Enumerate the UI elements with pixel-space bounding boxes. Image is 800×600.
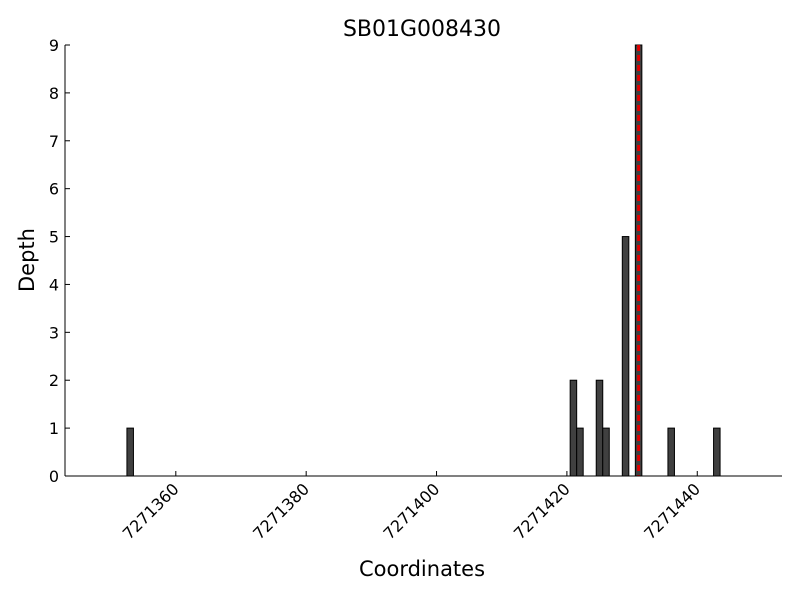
bar [667,427,675,477]
y-tick-label: 5 [49,228,59,247]
x-axis-label: Coordinates [359,557,485,581]
y-tick-label: 2 [49,371,59,390]
y-tick-label: 1 [49,419,59,438]
bar [595,379,604,477]
y-tick-label: 4 [49,275,59,294]
bar [621,236,630,477]
x-tick-label: 7271400 [380,479,444,543]
bar [576,427,584,477]
y-tick-label: 7 [49,132,59,151]
x-tick-label: 7271380 [249,479,313,543]
x-tick-label: 7271360 [119,479,183,543]
x-tick-label: 7271420 [510,479,574,543]
y-tick-label: 8 [49,84,59,103]
bar [126,427,134,477]
bar [569,379,578,477]
bar [602,427,610,477]
y-tick-label: 3 [49,323,59,342]
y-tick-label: 0 [49,467,59,486]
y-tick-label: 9 [49,36,59,55]
y-tick-label: 6 [49,180,59,199]
x-tick-label: 7271440 [640,479,704,543]
y-axis-label: Depth [15,228,39,292]
bar [713,427,721,477]
chart-title: SB01G008430 [343,17,501,42]
